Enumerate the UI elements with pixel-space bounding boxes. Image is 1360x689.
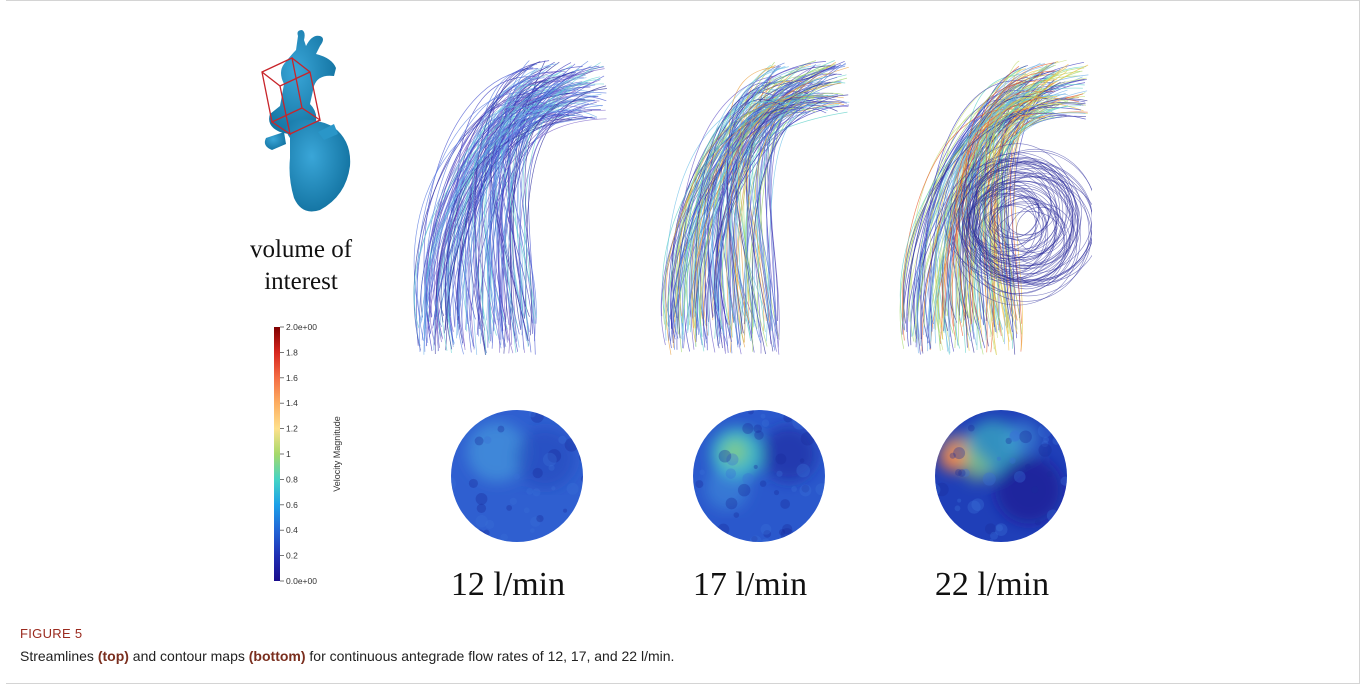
contour-map-22 [935, 410, 1067, 542]
voi-label-line1: volume of [249, 236, 353, 263]
caption-prefix: Streamlines [20, 648, 98, 664]
streamlines-17-image [660, 60, 850, 355]
contour-map-17 [693, 410, 825, 542]
colorbar-tick-label: 0.8 [286, 474, 298, 484]
figure-number: FIGURE 5 [20, 626, 83, 641]
streamlines-22-image [899, 59, 1092, 355]
heart-model-image [261, 30, 351, 212]
colorbar-tick-label: 1.8 [286, 347, 298, 357]
streamlines-12-image [413, 60, 607, 355]
colorbar-tick-label: 1 [286, 449, 291, 459]
colorbar-gradient [274, 327, 280, 581]
colorbar-tick-label: 0.2 [286, 551, 298, 561]
volume-of-interest-label: volume of interest [226, 234, 376, 298]
colorbar-tick-label: 0.0e+00 [286, 576, 317, 586]
colorbar-tick-label: 1.6 [286, 373, 298, 383]
caption-bottom: (bottom) [248, 648, 306, 664]
caption-top: (top) [97, 648, 129, 664]
caption-suffix: for continuous antegrade flow rates of 1… [305, 648, 675, 664]
velocity-colorbar: 2.0e+001.81.61.41.210.80.60.40.20.0e+00 … [274, 322, 342, 586]
flow-label-12: 12 l/min [450, 566, 566, 603]
colorbar-tick-label: 1.2 [286, 424, 298, 434]
figure-caption: Streamlines (top) and contour maps (bott… [20, 648, 1340, 664]
colorbar-tick-label: 0.4 [286, 525, 298, 535]
caption-middle: and contour maps [128, 648, 249, 664]
colorbar-tick-label: 2.0e+00 [286, 322, 317, 332]
contour-map-12 [451, 410, 583, 542]
colorbar-title: Velocity Magnitude [332, 416, 342, 492]
colorbar-tick-label: 1.4 [286, 398, 298, 408]
voi-label-line2: interest [264, 268, 338, 295]
flow-label-22: 22 l/min [934, 566, 1050, 603]
colorbar-tick-label: 0.6 [286, 500, 298, 510]
flow-label-17: 17 l/min [692, 566, 808, 603]
